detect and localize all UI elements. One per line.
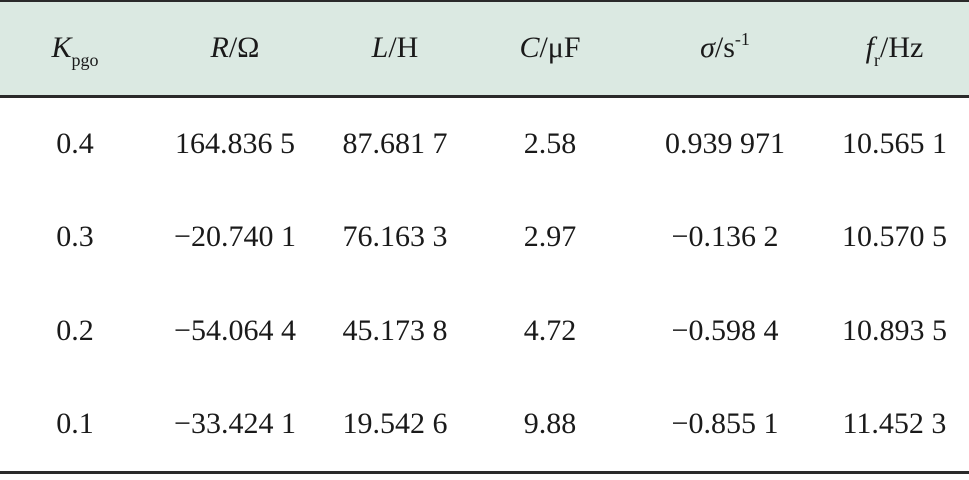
header-kpgo: Kpgo [0, 0, 150, 98]
header-kpgo-symbol: K [51, 31, 72, 65]
header-resistance-symbol: R [210, 31, 229, 65]
header-inductance-unit: /H [388, 31, 419, 65]
header-sigma: σ/s-1 [630, 0, 820, 98]
header-resistance-unit: /Ω [228, 31, 260, 65]
table-body: 0.4 164.836 5 87.681 7 2.58 0.939 971 10… [0, 96, 969, 474]
cell-capacitance: 2.97 [523, 220, 577, 253]
cell-sigma: −0.136 2 [671, 220, 779, 253]
cell-kpgo: 0.3 [56, 220, 94, 253]
cell-resistance: −20.740 1 [174, 220, 296, 253]
table-row: 0.2 −54.064 4 45.173 8 4.72 −0.598 4 10.… [0, 284, 969, 378]
header-capacitance: C/μF [470, 0, 630, 98]
header-frequency-unit: /Hz [880, 31, 924, 65]
table-row: 0.1 −33.424 1 19.542 6 9.88 −0.855 1 11.… [0, 378, 969, 474]
cell-inductance: 76.163 3 [342, 220, 448, 253]
cell-inductance: 45.173 8 [342, 314, 448, 347]
header-capacitance-symbol: C [519, 31, 540, 65]
header-sigma-symbol: σ [700, 31, 715, 65]
header-frequency-symbol: f [865, 31, 874, 65]
cell-capacitance: 4.72 [523, 314, 577, 347]
header-frequency: fr/Hz [820, 0, 969, 98]
header-row: Kpgo R/Ω L/H C/μF σ/s-1 fr/Hz [0, 0, 969, 98]
cell-capacitance: 9.88 [470, 378, 630, 474]
header-sigma-superscript: -1 [734, 29, 750, 50]
cell-kpgo: 0.1 [0, 378, 150, 474]
table-row: 0.3 −20.740 1 76.163 3 2.97 −0.136 2 10.… [0, 190, 969, 284]
cell-frequency: 10.565 1 [842, 126, 947, 160]
header-frequency-subscript: r [874, 50, 880, 71]
cell-inductance: 87.681 7 [342, 126, 448, 160]
header-inductance: L/H [320, 0, 470, 98]
cell-kpgo: 0.4 [56, 126, 94, 160]
cell-frequency: 10.893 5 [842, 314, 947, 347]
cell-frequency: 11.452 3 [820, 378, 969, 474]
table-row: 0.4 164.836 5 87.681 7 2.58 0.939 971 10… [0, 96, 969, 190]
cell-inductance: 19.542 6 [320, 378, 470, 474]
cell-sigma: 0.939 971 [665, 126, 785, 160]
cell-resistance: −33.424 1 [150, 378, 320, 474]
cell-kpgo: 0.2 [56, 314, 94, 347]
cell-resistance: −54.064 4 [174, 314, 296, 347]
header-capacitance-unit: /μF [539, 31, 581, 65]
header-resistance: R/Ω [150, 0, 320, 98]
cell-resistance: 164.836 5 [175, 126, 295, 160]
cell-frequency: 10.570 5 [842, 220, 947, 253]
header-inductance-symbol: L [371, 31, 389, 65]
cell-sigma: −0.855 1 [630, 378, 820, 474]
header-kpgo-subscript: pgo [71, 50, 99, 71]
cell-capacitance: 2.58 [523, 126, 577, 160]
header-sigma-unit: /s [714, 31, 735, 65]
table-header: Kpgo R/Ω L/H C/μF σ/s-1 fr/Hz [0, 0, 969, 98]
cell-sigma: −0.598 4 [671, 314, 779, 347]
